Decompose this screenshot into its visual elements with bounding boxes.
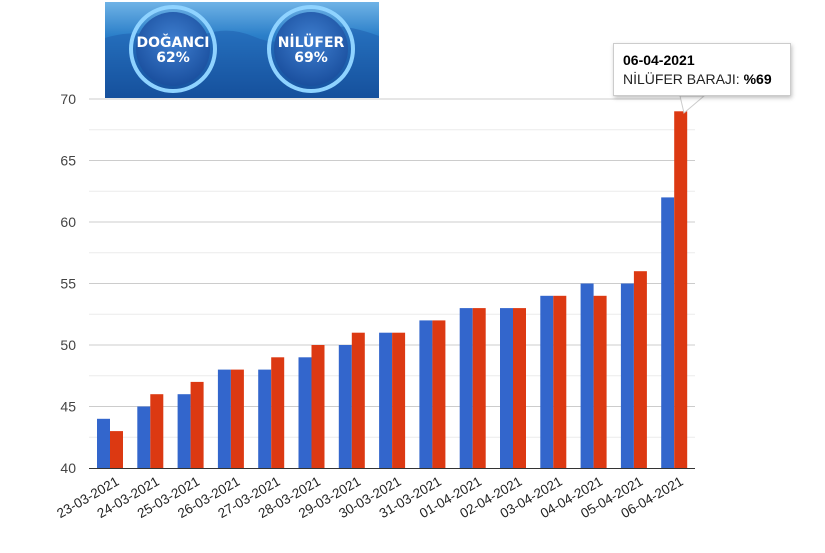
bar-nilufer[interactable] (472, 308, 486, 468)
bar-nilufer[interactable] (351, 332, 365, 468)
bar-doganci[interactable] (661, 197, 675, 468)
nilufer-badge-ring (267, 5, 355, 93)
bar-doganci[interactable] (338, 345, 352, 468)
bar-doganci[interactable] (620, 283, 634, 469)
nilufer-badge-name: NİLÜFER (278, 33, 345, 51)
bar-nilufer[interactable] (392, 332, 406, 468)
reservoir-banner: DOĞANCI 62% NİLÜFER 69% (105, 2, 379, 99)
bar-doganci[interactable] (97, 418, 110, 468)
y-tick-label: 70 (60, 91, 76, 107)
y-tick-label: 55 (60, 276, 76, 292)
nilufer-badge (274, 12, 348, 86)
y-tick-label: 60 (60, 214, 76, 230)
bar-nilufer[interactable] (150, 394, 164, 468)
bar-nilufer[interactable] (271, 357, 285, 468)
doganci-badge-percent: 62% (156, 50, 190, 66)
tooltip-series-label: NİLÜFER BARAJI: (623, 71, 740, 87)
y-tick-label: 50 (60, 337, 76, 353)
bar-nilufer[interactable] (553, 295, 567, 468)
bar-doganci[interactable] (177, 394, 191, 468)
bar-nilufer[interactable] (513, 308, 526, 468)
x-axis-tick-labels: 23-03-202124-03-202125-03-202126-03-2021… (54, 474, 686, 522)
y-tick-label: 45 (60, 399, 76, 415)
bar-doganci[interactable] (137, 406, 151, 469)
bar-doganci[interactable] (580, 283, 594, 469)
bar-doganci[interactable] (379, 332, 393, 468)
nilufer-badge-percent: 69% (294, 50, 328, 66)
bars (97, 111, 688, 469)
bar-nilufer[interactable] (311, 345, 325, 468)
y-axis-tick-labels: 40 45 50 55 60 65 70 (60, 91, 76, 476)
bar-doganci[interactable] (298, 357, 312, 468)
bar-doganci[interactable] (540, 295, 554, 468)
bar-doganci[interactable] (217, 369, 231, 468)
doganci-badge-ring (129, 5, 217, 93)
bar-doganci[interactable] (419, 320, 433, 468)
tooltip: 06-04-2021 NİLÜFER BARAJI: %69 (613, 43, 791, 96)
y-tick-label: 65 (60, 153, 76, 169)
bar-nilufer[interactable] (230, 369, 244, 468)
bar-nilufer[interactable] (593, 295, 607, 468)
bar-doganci[interactable] (500, 308, 513, 468)
bar-nilufer[interactable] (674, 111, 688, 469)
doganci-badge-name: DOĞANCI (136, 33, 209, 51)
doganci-badge (136, 12, 210, 86)
bar-doganci[interactable] (258, 369, 272, 468)
tooltip-pointer (679, 95, 706, 114)
bar-doganci[interactable] (459, 308, 473, 468)
y-tick-label: 40 (60, 460, 76, 476)
bar-nilufer[interactable] (190, 381, 204, 468)
bar-nilufer[interactable] (432, 320, 446, 468)
bar-nilufer[interactable] (110, 431, 123, 468)
tooltip-line: NİLÜFER BARAJI: %69 (623, 70, 790, 89)
tooltip-value: %69 (743, 71, 772, 87)
tooltip-date: 06-04-2021 (623, 52, 695, 68)
bar-nilufer[interactable] (633, 271, 647, 468)
